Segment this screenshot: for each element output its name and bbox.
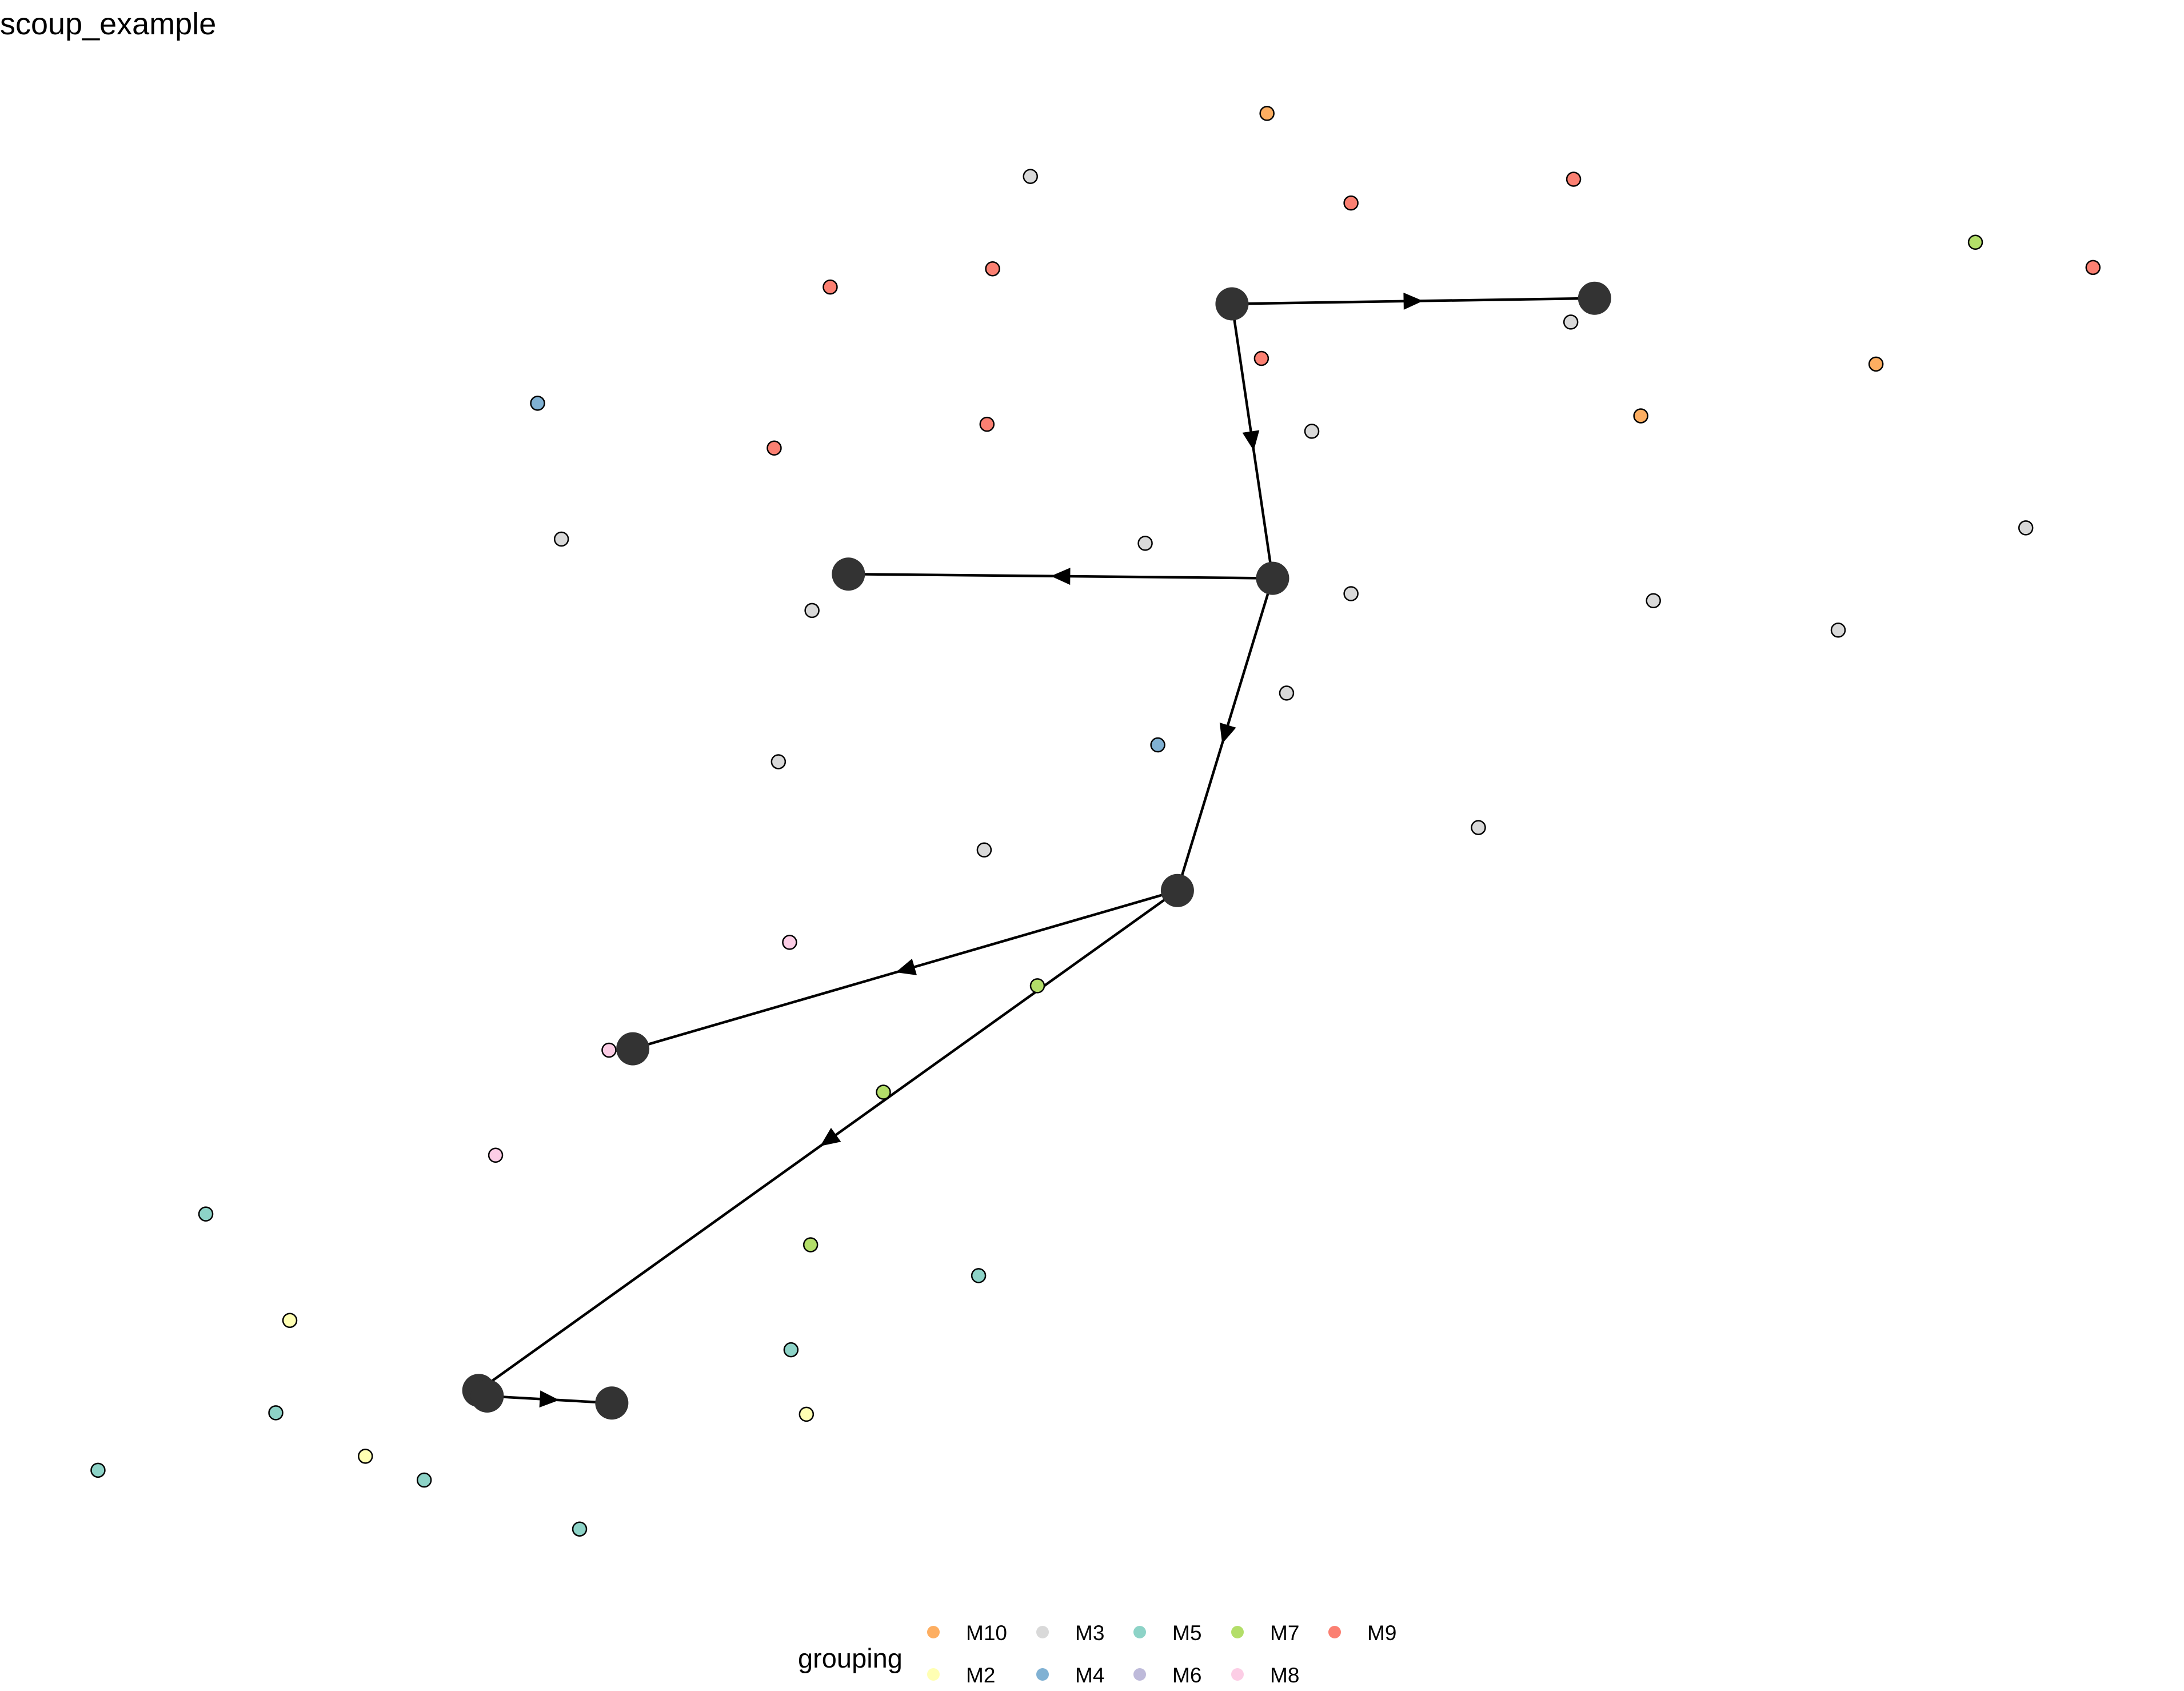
data-point-m10 <box>1633 408 1648 424</box>
data-point-m5 <box>971 1268 987 1283</box>
legend-label-m6: M6 <box>1172 1664 1201 1687</box>
data-points <box>90 106 2101 1537</box>
trajectory-arrow <box>1403 292 1423 310</box>
trajectory-node <box>1256 561 1289 595</box>
data-point-m5 <box>268 1405 284 1421</box>
data-point-m9 <box>1253 350 1269 366</box>
data-point-m8 <box>782 935 797 950</box>
data-point-m3 <box>976 842 992 858</box>
data-point-m3 <box>804 603 820 619</box>
legend-key-m2 <box>927 1668 940 1681</box>
legend: grouping M10 M3 M5 M7 M9 M2 M4 M6 M8 <box>798 1621 1396 1687</box>
data-point-m5 <box>198 1206 214 1222</box>
trajectory-node <box>595 1386 629 1420</box>
legend-key-m5 <box>1133 1626 1146 1638</box>
legend-key-m8 <box>1231 1668 1244 1681</box>
trajectory-arrow <box>896 959 917 975</box>
legend-key-m7 <box>1231 1626 1244 1638</box>
legend-label-m10: M10 <box>966 1621 1007 1645</box>
data-point-m9 <box>766 440 782 456</box>
data-point-m5 <box>416 1472 432 1488</box>
trajectory-node <box>470 1379 504 1413</box>
data-point-m7 <box>802 1237 818 1253</box>
legend-title: grouping <box>798 1643 903 1673</box>
data-point-m3 <box>1304 424 1320 439</box>
data-point-m7 <box>1967 234 1983 250</box>
data-point-m8 <box>488 1147 504 1163</box>
trajectory-node <box>1578 281 1611 315</box>
data-point-m7 <box>876 1084 891 1100</box>
legend-label-m2: M2 <box>966 1664 995 1687</box>
trajectory-node <box>832 557 865 591</box>
trajectory-edges <box>478 292 1595 1408</box>
data-point-m3 <box>770 754 786 769</box>
trajectory-nodes <box>462 281 1611 1420</box>
data-point-m3 <box>1023 169 1038 184</box>
legend-label-m8: M8 <box>1270 1664 1299 1687</box>
data-point-m5 <box>90 1462 106 1478</box>
legend-label-m9: M9 <box>1367 1621 1396 1645</box>
data-point-m5 <box>572 1521 588 1537</box>
legend-label-m4: M4 <box>1075 1664 1104 1687</box>
data-point-m7 <box>1029 978 1045 994</box>
legend-label-m7: M7 <box>1270 1621 1299 1645</box>
data-point-m3 <box>1279 685 1295 701</box>
data-point-m3 <box>1646 593 1661 609</box>
trajectory-arrow <box>1219 723 1236 744</box>
data-point-m10 <box>1259 106 1275 121</box>
data-point-m2 <box>282 1313 298 1328</box>
legend-key-m6 <box>1133 1668 1146 1681</box>
trajectory-node <box>616 1032 650 1066</box>
data-point-m3 <box>1471 820 1486 835</box>
data-point-m4 <box>1150 737 1165 753</box>
data-point-m9 <box>979 416 995 432</box>
data-point-m4 <box>530 396 545 411</box>
data-point-m3 <box>1137 536 1153 551</box>
legend-entries: M10 M3 M5 M7 M9 M2 M4 M6 M8 <box>927 1621 1396 1687</box>
data-point-m2 <box>358 1449 373 1464</box>
data-point-m2 <box>798 1406 814 1422</box>
data-point-m3 <box>1343 586 1359 601</box>
legend-key-m10 <box>927 1626 940 1638</box>
data-point-m8 <box>601 1042 617 1058</box>
legend-label-m3: M3 <box>1075 1621 1104 1645</box>
legend-key-m9 <box>1328 1626 1341 1638</box>
trajectory-arrow <box>1242 430 1260 451</box>
trajectory-arrow <box>539 1390 560 1408</box>
data-point-m3 <box>2018 520 2034 536</box>
data-point-m5 <box>783 1342 799 1358</box>
legend-key-m4 <box>1036 1668 1049 1681</box>
trajectory-arrow <box>1051 568 1071 585</box>
chart-title: scoup_example <box>0 7 216 41</box>
data-point-m9 <box>985 261 1000 277</box>
data-point-m10 <box>1868 356 1884 372</box>
data-point-m3 <box>1830 622 1846 638</box>
trajectory-arrow <box>820 1127 841 1146</box>
legend-key-m3 <box>1036 1626 1049 1638</box>
data-point-m9 <box>1566 172 1582 187</box>
trajectory-node <box>1215 287 1249 321</box>
legend-label-m5: M5 <box>1172 1621 1201 1645</box>
data-point-m9 <box>823 279 838 295</box>
data-point-m9 <box>2085 260 2101 276</box>
data-point-m9 <box>1343 195 1359 211</box>
data-point-m3 <box>1563 314 1579 330</box>
trajectory-node <box>1160 874 1194 907</box>
data-point-m3 <box>553 531 569 547</box>
